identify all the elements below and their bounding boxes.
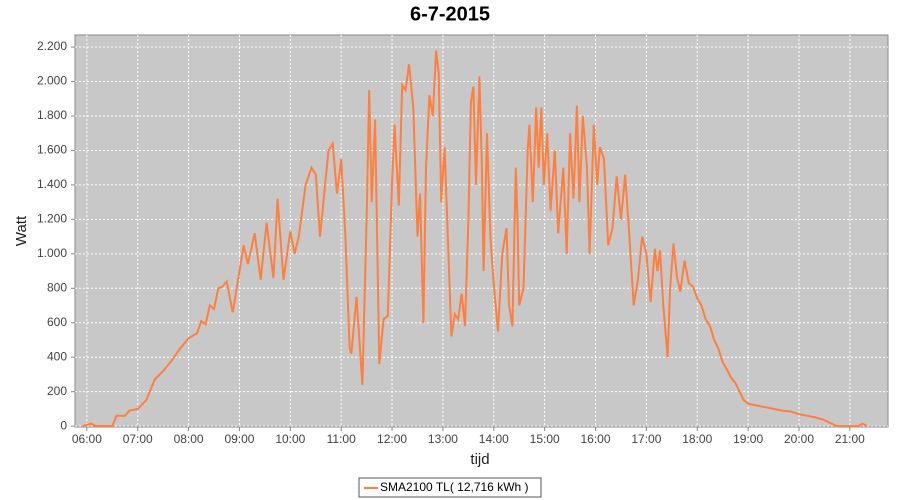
plot-area — [74, 34, 889, 428]
y-tick-label: 1.600 — [37, 143, 67, 157]
x-tick-label: 14:00 — [479, 432, 509, 446]
x-tick-label: 10:00 — [275, 432, 305, 446]
x-tick-label: 18:00 — [682, 432, 712, 446]
legend — [358, 477, 542, 498]
series-line — [82, 50, 868, 428]
x-tick-label: 13:00 — [428, 432, 458, 446]
x-tick-label: 21:00 — [835, 432, 865, 446]
y-tick-label: 2.000 — [37, 74, 67, 88]
x-tick-label: 09:00 — [224, 432, 254, 446]
chart-title: 6-7-2015 — [410, 3, 490, 25]
y-tick-label: 1.000 — [37, 246, 67, 260]
x-tick-label: 19:00 — [733, 432, 763, 446]
x-tick-label: 17:00 — [631, 432, 661, 446]
x-tick-label: 20:00 — [784, 432, 814, 446]
y-tick-label: 800 — [47, 280, 67, 294]
x-tick-label: 06:00 — [72, 432, 102, 446]
x-tick-label: 12:00 — [377, 432, 407, 446]
y-axis-label: Watt — [13, 215, 30, 246]
y-tick-label: 400 — [47, 349, 67, 363]
y-tick-label: 2.200 — [37, 39, 67, 53]
y-tick-label: 1.800 — [37, 108, 67, 122]
y-tick-label: 0 — [60, 418, 67, 432]
y-tick-label: 1.400 — [37, 177, 67, 191]
y-tick-label: 200 — [47, 384, 67, 398]
y-tick-label: 1.200 — [37, 212, 67, 226]
x-tick-label: 16:00 — [581, 432, 611, 446]
x-tick-label: 11:00 — [327, 432, 356, 446]
y-tick-label: 600 — [47, 315, 67, 329]
x-tick-label: 07:00 — [123, 432, 153, 446]
x-axis-label: tijd — [470, 451, 489, 468]
legend-label: SMA2100 TL( 12,716 kWh ) — [380, 480, 529, 494]
x-tick-label: 15:00 — [530, 432, 560, 446]
x-tick-label: 08:00 — [174, 432, 204, 446]
